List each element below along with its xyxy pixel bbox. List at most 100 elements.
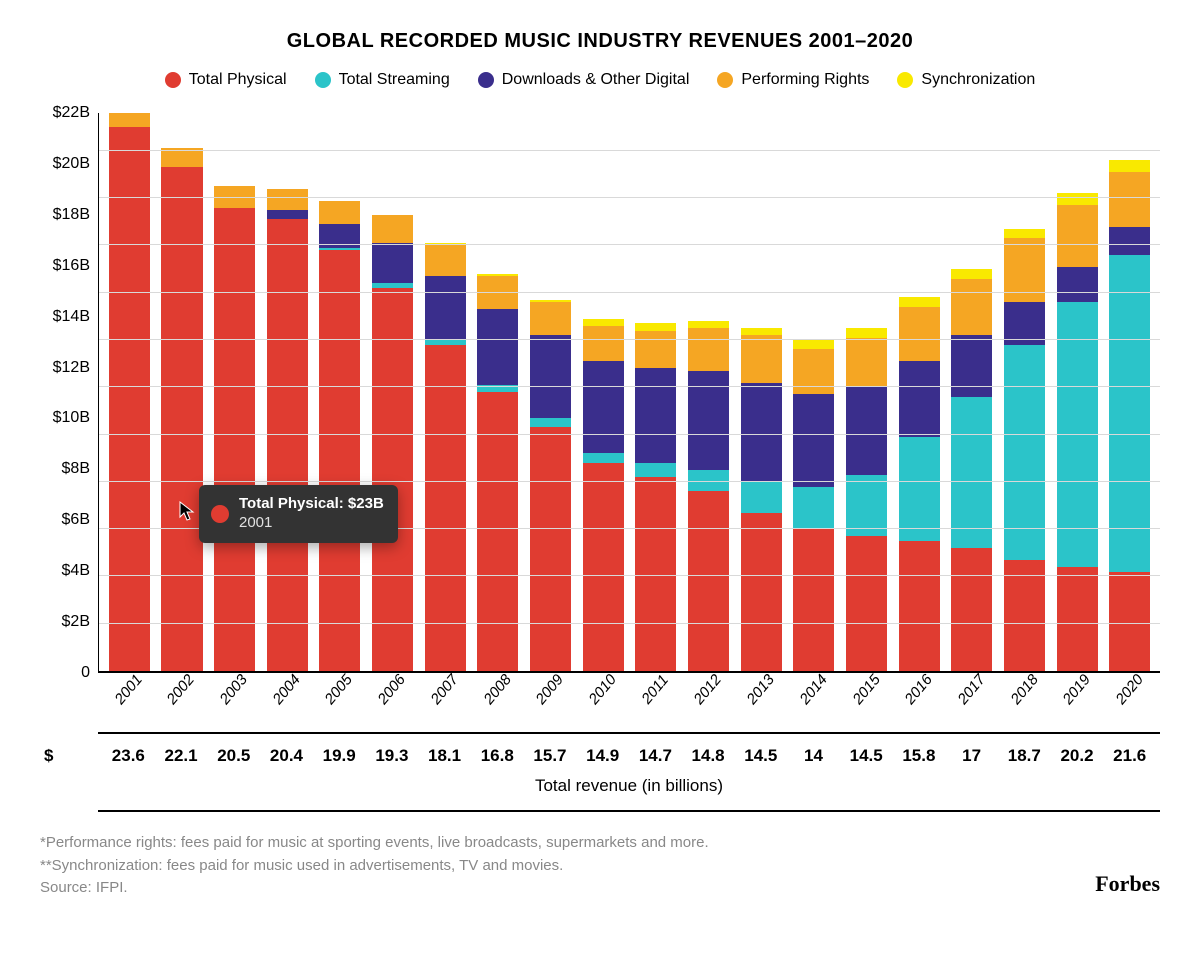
bar-segment-rights[interactable] — [793, 349, 834, 394]
bar-segment-physical[interactable] — [951, 548, 992, 671]
bar-segment-rights[interactable] — [688, 328, 729, 371]
bar-segment-physical[interactable] — [635, 477, 676, 671]
grid-line — [99, 197, 1160, 198]
bar-segment-physical[interactable] — [1004, 560, 1045, 671]
bar-segment-physical[interactable] — [583, 463, 624, 671]
bar-segment-downloads[interactable] — [846, 387, 887, 474]
total-value: 19.3 — [366, 746, 419, 766]
bar-segment-physical[interactable] — [109, 127, 150, 671]
bar-segment-rights[interactable] — [635, 331, 676, 369]
x-tick-label: 2010 — [576, 681, 629, 698]
bar-segment-rights[interactable] — [477, 276, 518, 309]
bar-segment-downloads[interactable] — [741, 383, 782, 482]
footnote-text: *Performance rights: fees paid for music… — [40, 832, 709, 900]
x-tick-label: 2009 — [524, 681, 577, 698]
x-tick-label: 2011 — [629, 681, 682, 698]
x-tick-label: 2007 — [418, 681, 471, 698]
y-axis: $22B$20B$18B$16B$14B$12B$10B$8B$6B$4B$2B… — [40, 113, 98, 673]
bar-segment-rights[interactable] — [1109, 172, 1150, 226]
bar-segment-downloads[interactable] — [793, 394, 834, 486]
bar-segment-streaming[interactable] — [583, 453, 624, 462]
bar-segment-downloads[interactable] — [951, 335, 992, 396]
legend-dot-icon — [165, 72, 181, 88]
bar-segment-physical[interactable] — [372, 288, 413, 671]
total-value: 14.8 — [682, 746, 735, 766]
total-value: 20.4 — [260, 746, 313, 766]
bar-segment-downloads[interactable] — [583, 361, 624, 453]
legend-dot-icon — [897, 72, 913, 88]
grid-line — [99, 481, 1160, 482]
bar-segment-streaming[interactable] — [741, 482, 782, 513]
bar-segment-physical[interactable] — [214, 208, 255, 671]
bar-segment-sync[interactable] — [793, 340, 834, 349]
bar-segment-streaming[interactable] — [793, 487, 834, 530]
bar-segment-sync[interactable] — [1109, 160, 1150, 172]
bar-segment-sync[interactable] — [583, 319, 624, 326]
bar-segment-streaming[interactable] — [1109, 255, 1150, 572]
bar-segment-physical[interactable] — [793, 529, 834, 671]
bar-segment-streaming[interactable] — [951, 397, 992, 548]
total-value: 21.6 — [1103, 746, 1156, 766]
bar-segment-downloads[interactable] — [635, 368, 676, 463]
x-tick-label: 2014 — [787, 681, 840, 698]
bar-segment-downloads[interactable] — [1057, 267, 1098, 302]
bar-segment-downloads[interactable] — [1109, 227, 1150, 255]
bar-segment-rights[interactable] — [161, 148, 202, 167]
bar-segment-streaming[interactable] — [846, 475, 887, 536]
chart-container: GLOBAL RECORDED MUSIC INDUSTRY REVENUES … — [40, 30, 1160, 900]
legend-label: Total Physical — [189, 71, 287, 89]
bar-segment-sync[interactable] — [635, 323, 676, 330]
bar-segment-rights[interactable] — [741, 335, 782, 382]
bar-segment-rights[interactable] — [530, 302, 571, 335]
x-tick-label: 2016 — [893, 681, 946, 698]
bar-segment-sync[interactable] — [1057, 193, 1098, 205]
bar-segment-physical[interactable] — [267, 219, 308, 671]
bar-segment-downloads[interactable] — [425, 276, 466, 340]
x-tick-label: 2006 — [366, 681, 419, 698]
total-value: 16.8 — [471, 746, 524, 766]
bar-segment-rights[interactable] — [425, 245, 466, 276]
bar-segment-rights[interactable] — [109, 113, 150, 127]
bar-segment-downloads[interactable] — [267, 210, 308, 219]
bar-segment-physical[interactable] — [899, 541, 940, 671]
tooltip: Total Physical: $23B2001 — [199, 485, 398, 543]
bar-segment-sync[interactable] — [741, 328, 782, 335]
grid-line — [99, 386, 1160, 387]
bar-segment-physical[interactable] — [846, 536, 887, 671]
bar-segment-rights[interactable] — [583, 326, 624, 361]
legend-label: Synchronization — [921, 71, 1035, 89]
bar-segment-sync[interactable] — [688, 321, 729, 328]
bar-segment-downloads[interactable] — [899, 361, 940, 437]
bar-segment-streaming[interactable] — [530, 418, 571, 427]
legend-item: Performing Rights — [717, 71, 869, 89]
bar-segment-streaming[interactable] — [899, 437, 940, 541]
bar-segment-rights[interactable] — [319, 201, 360, 225]
bar-segment-streaming[interactable] — [635, 463, 676, 477]
bar-segment-downloads[interactable] — [530, 335, 571, 418]
total-value: 14.7 — [629, 746, 682, 766]
bar-segment-sync[interactable] — [951, 269, 992, 278]
totals-caption: Total revenue (in billions) — [98, 776, 1160, 812]
bar-segment-rights[interactable] — [267, 189, 308, 210]
legend-item: Downloads & Other Digital — [478, 71, 690, 89]
bar-segment-physical[interactable] — [741, 513, 782, 671]
bar-segment-downloads[interactable] — [477, 309, 518, 385]
bar-segment-physical[interactable] — [530, 427, 571, 671]
bar-segment-rights[interactable] — [951, 279, 992, 336]
bar-segment-physical[interactable] — [161, 167, 202, 671]
total-value: 20.2 — [1051, 746, 1104, 766]
x-axis: 2001200220032004200520062007200820092010… — [98, 673, 1160, 698]
bar-segment-rights[interactable] — [899, 307, 940, 361]
bar-segment-downloads[interactable] — [372, 243, 413, 283]
total-value: 20.5 — [207, 746, 260, 766]
bar-segment-sync[interactable] — [846, 328, 887, 337]
bar-segment-sync[interactable] — [1004, 229, 1045, 238]
bar-segment-physical[interactable] — [688, 491, 729, 671]
bar-segment-physical[interactable] — [1057, 567, 1098, 671]
bar-segment-rights[interactable] — [846, 338, 887, 388]
bar-segment-sync[interactable] — [899, 297, 940, 306]
bar-segment-physical[interactable] — [319, 250, 360, 671]
bar-segment-rights[interactable] — [372, 215, 413, 243]
bar-segment-rights[interactable] — [1057, 205, 1098, 266]
bar-segment-physical[interactable] — [1109, 572, 1150, 671]
